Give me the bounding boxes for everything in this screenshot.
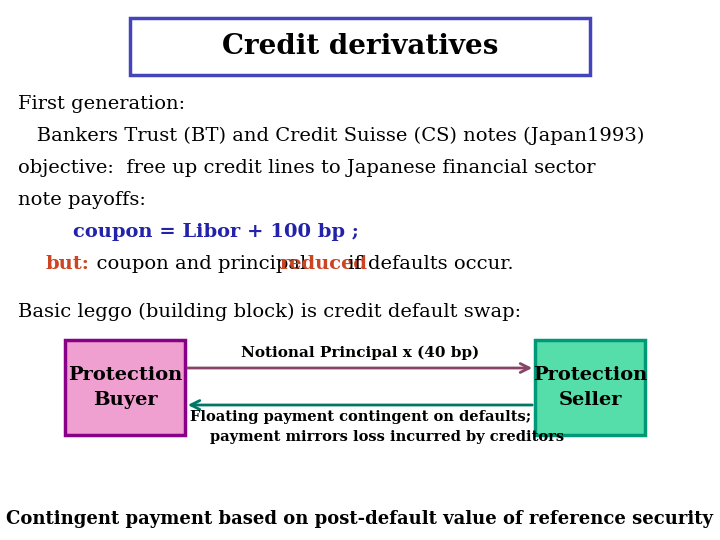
Text: payment mirrors loss incurred by creditors: payment mirrors loss incurred by credito…	[210, 430, 564, 444]
Text: Contingent payment based on post-default value of reference security: Contingent payment based on post-default…	[6, 510, 714, 528]
Text: Notional Principal x (40 bp): Notional Principal x (40 bp)	[241, 346, 479, 360]
Text: coupon and principal: coupon and principal	[84, 255, 306, 273]
Text: Protection
Buyer: Protection Buyer	[68, 366, 182, 409]
Text: reduced: reduced	[279, 255, 367, 273]
Bar	[535, 340, 645, 435]
Text: Bankers Trust (BT) and Credit Suisse (CS) notes (Japan1993): Bankers Trust (BT) and Credit Suisse (CS…	[18, 127, 644, 145]
Text: if defaults occur.: if defaults occur.	[342, 255, 513, 273]
Text: objective:  free up credit lines to Japanese financial sector: objective: free up credit lines to Japan…	[18, 159, 595, 177]
Text: Protection
Seller: Protection Seller	[533, 366, 647, 409]
Text: Basic leggo (building block) is credit default swap:: Basic leggo (building block) is credit d…	[18, 303, 521, 321]
Text: First generation:: First generation:	[18, 95, 185, 113]
Bar	[130, 18, 590, 75]
Text: but:: but:	[46, 255, 90, 273]
Text: note payoffs:: note payoffs:	[18, 191, 146, 209]
Text: coupon = Libor + 100 bp ;: coupon = Libor + 100 bp ;	[46, 223, 359, 241]
Text: Floating payment contingent on defaults;: Floating payment contingent on defaults;	[190, 410, 531, 424]
Bar	[65, 340, 185, 435]
Text: Credit derivatives: Credit derivatives	[222, 33, 498, 60]
